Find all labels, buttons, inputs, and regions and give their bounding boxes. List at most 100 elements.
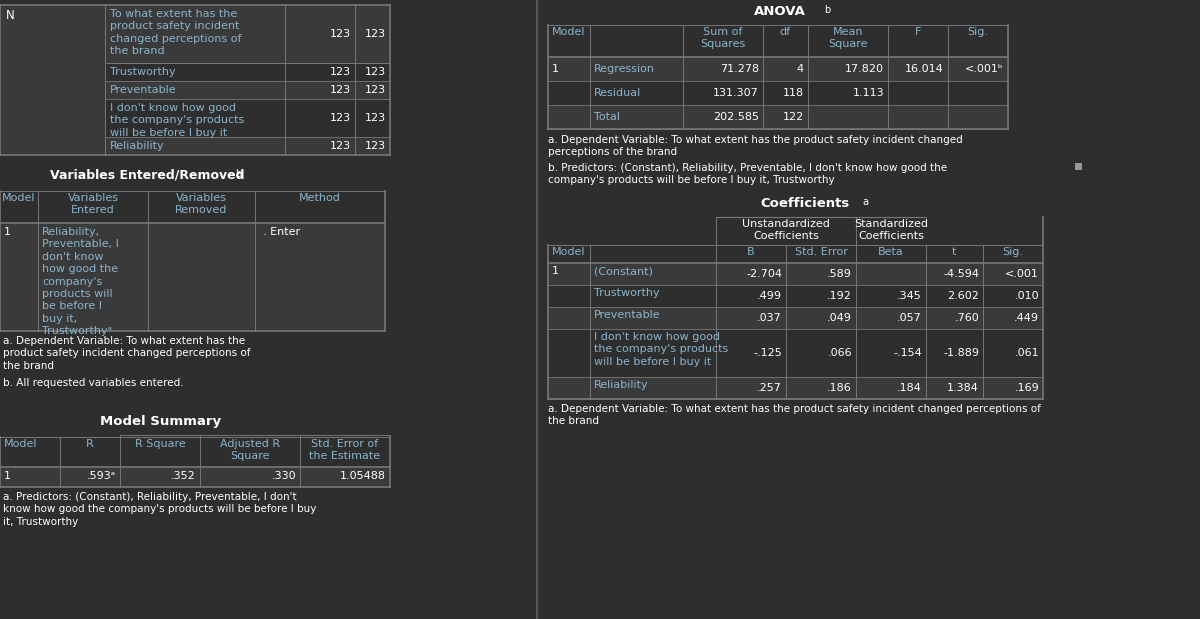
- Text: .192: .192: [827, 291, 852, 301]
- Text: 1: 1: [552, 64, 559, 74]
- Text: I don't know how good
the company's products
will be before I buy it: I don't know how good the company's prod…: [110, 103, 245, 138]
- Text: 118: 118: [782, 88, 804, 98]
- Text: 4: 4: [797, 64, 804, 74]
- Text: R: R: [86, 439, 94, 449]
- Text: Adjusted R
Square: Adjusted R Square: [220, 439, 280, 461]
- Text: 123: 123: [365, 67, 386, 77]
- Text: df: df: [780, 27, 791, 37]
- Bar: [0, 223, 385, 331]
- Text: b: b: [235, 169, 241, 179]
- Text: .589: .589: [827, 269, 852, 279]
- Text: a. Dependent Variable: To what extent has the product safety incident changed pe: a. Dependent Variable: To what extent ha…: [548, 404, 1040, 426]
- Text: 1.05488: 1.05488: [340, 471, 386, 481]
- Text: .593ᵃ: .593ᵃ: [86, 471, 116, 481]
- Bar: [106, 81, 390, 99]
- Text: .186: .186: [827, 383, 852, 393]
- Text: Model: Model: [552, 247, 586, 257]
- Text: 1.113: 1.113: [852, 88, 884, 98]
- Text: B: B: [748, 247, 755, 257]
- Bar: [548, 81, 1008, 105]
- Text: Variables
Entered: Variables Entered: [67, 193, 119, 215]
- Text: b: b: [824, 5, 830, 15]
- Text: .352: .352: [172, 471, 196, 481]
- Text: Variables
Removed: Variables Removed: [175, 193, 227, 215]
- Text: 1: 1: [4, 227, 11, 237]
- Text: .169: .169: [1014, 383, 1039, 393]
- Text: Reliability: Reliability: [594, 380, 649, 390]
- Text: Model: Model: [2, 193, 36, 203]
- Text: -2.704: -2.704: [746, 269, 782, 279]
- Bar: [106, 137, 390, 155]
- Text: ANOVA: ANOVA: [754, 5, 806, 18]
- Text: .760: .760: [954, 313, 979, 323]
- Text: .499: .499: [757, 291, 782, 301]
- Text: 123: 123: [365, 85, 386, 95]
- Bar: [548, 57, 1008, 81]
- Text: 2.602: 2.602: [947, 291, 979, 301]
- Text: -.154: -.154: [893, 348, 922, 358]
- Text: F: F: [914, 27, 922, 37]
- Text: 123: 123: [365, 141, 386, 151]
- Bar: [0, 467, 390, 487]
- Bar: [0, 5, 390, 155]
- Text: a: a: [862, 197, 868, 207]
- Text: Model Summary: Model Summary: [100, 415, 221, 428]
- Text: 123: 123: [330, 29, 352, 39]
- Text: 122: 122: [782, 112, 804, 122]
- Text: a. Dependent Variable: To what extent has the
product safety incident changed pe: a. Dependent Variable: To what extent ha…: [2, 336, 251, 371]
- Text: Preventable: Preventable: [594, 310, 661, 320]
- Bar: [548, 377, 1043, 399]
- Text: Sig.: Sig.: [1002, 247, 1024, 257]
- Text: Sig.: Sig.: [967, 27, 989, 37]
- Text: .184: .184: [898, 383, 922, 393]
- Text: .330: .330: [271, 471, 296, 481]
- Text: b. Predictors: (Constant), Reliability, Preventable, I don't know how good the
c: b. Predictors: (Constant), Reliability, …: [548, 163, 947, 186]
- Bar: [0, 223, 38, 331]
- Bar: [548, 307, 1043, 329]
- Bar: [106, 63, 390, 81]
- Text: 123: 123: [365, 113, 386, 123]
- Text: .345: .345: [898, 291, 922, 301]
- Text: 1: 1: [552, 266, 559, 276]
- Text: 123: 123: [365, 29, 386, 39]
- Text: 202.585: 202.585: [713, 112, 760, 122]
- Text: Model: Model: [4, 439, 37, 449]
- Bar: [106, 99, 390, 137]
- Bar: [1075, 163, 1082, 170]
- Text: .049: .049: [827, 313, 852, 323]
- Bar: [548, 329, 1043, 377]
- Text: Total: Total: [594, 112, 620, 122]
- Text: Std. Error: Std. Error: [794, 247, 847, 257]
- Text: -4.594: -4.594: [943, 269, 979, 279]
- Text: Std. Error of
the Estimate: Std. Error of the Estimate: [310, 439, 380, 461]
- Text: .066: .066: [827, 348, 852, 358]
- Text: Unstandardized
Coefficients: Unstandardized Coefficients: [742, 219, 830, 241]
- Text: <.001ᵇ: <.001ᵇ: [965, 64, 1004, 74]
- Text: I don't know how good
the company's products
will be before I buy it: I don't know how good the company's prod…: [594, 332, 728, 367]
- Text: 17.820: 17.820: [845, 64, 884, 74]
- Text: To what extent has the
product safety incident
changed perceptions of
the brand: To what extent has the product safety in…: [110, 9, 241, 56]
- Text: Reliability,
Preventable, I
don't know
how good the
company's
products will
be b: Reliability, Preventable, I don't know h…: [42, 227, 119, 336]
- Text: .010: .010: [1014, 291, 1039, 301]
- Bar: [106, 5, 390, 63]
- Text: -1.889: -1.889: [943, 348, 979, 358]
- Text: Residual: Residual: [594, 88, 641, 98]
- Text: <.001: <.001: [1006, 269, 1039, 279]
- Bar: [0, 467, 60, 487]
- Text: (Constant): (Constant): [594, 266, 653, 276]
- Text: .449: .449: [1014, 313, 1039, 323]
- Text: 123: 123: [330, 113, 352, 123]
- Text: -.125: -.125: [754, 348, 782, 358]
- Text: Model: Model: [552, 27, 586, 37]
- Text: Reliability: Reliability: [110, 141, 164, 151]
- Text: Method: Method: [299, 193, 341, 203]
- Text: .061: .061: [1014, 348, 1039, 358]
- Text: 123: 123: [330, 141, 352, 151]
- Text: 131.307: 131.307: [713, 88, 760, 98]
- Text: .257: .257: [757, 383, 782, 393]
- Bar: [548, 105, 1008, 129]
- Text: Variables Entered/Removed: Variables Entered/Removed: [50, 169, 245, 182]
- Text: Trustworthy: Trustworthy: [110, 67, 175, 77]
- Text: .037: .037: [757, 313, 782, 323]
- Bar: [548, 285, 1043, 307]
